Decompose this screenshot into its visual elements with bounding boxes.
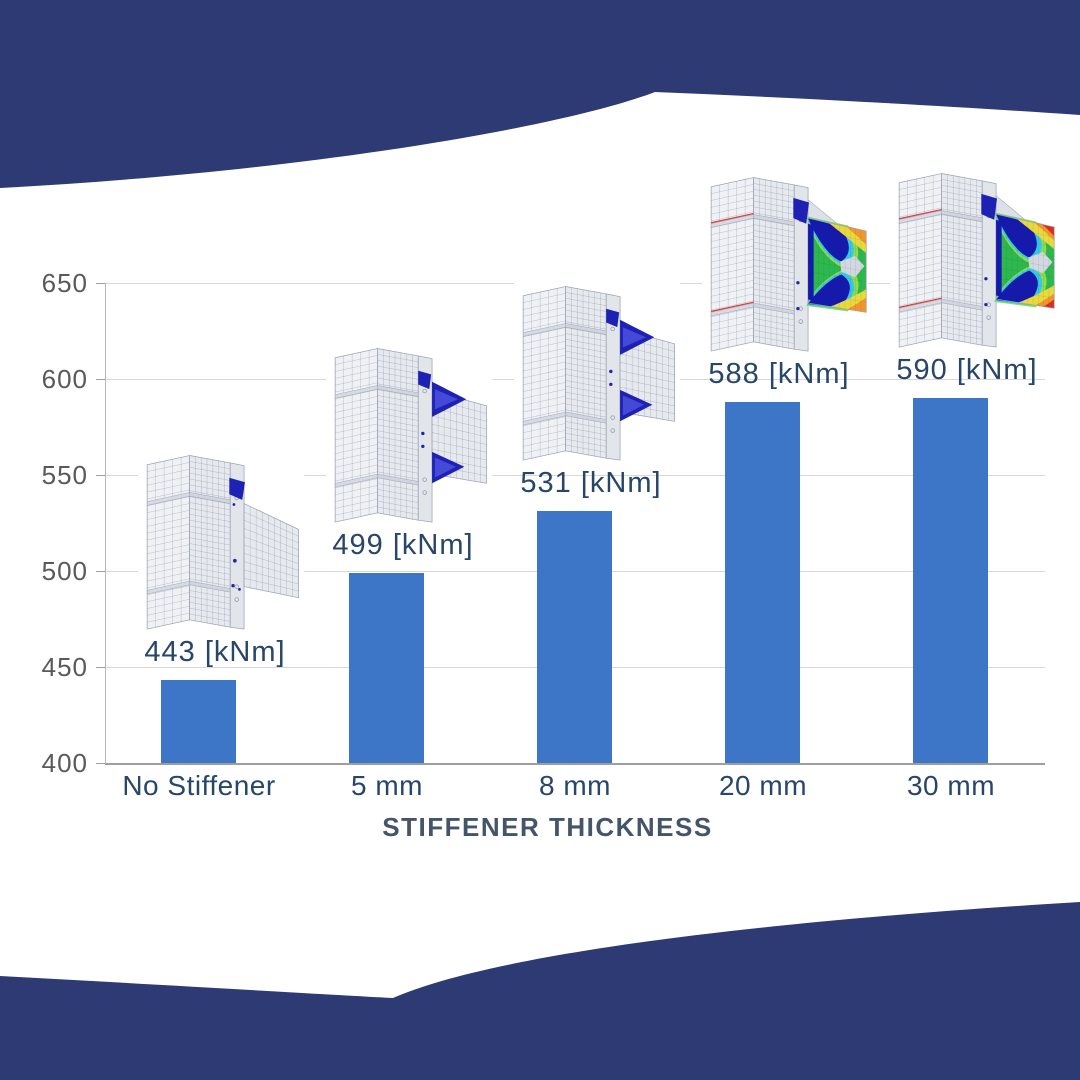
fea-5mm-stiffener-mesh [321,342,497,523]
fea-no-stiffener-mesh-graphic [137,450,305,631]
x-axis-category-label: 8 mm [539,770,611,801]
x-axis-category-label: 20 mm [718,770,808,801]
y-axis-tick [96,379,105,380]
bar-5-mm [349,572,424,763]
y-axis-tick-label: 400 [41,748,88,778]
fea-30mm-stress-contour-graphic [889,168,1057,349]
x-axis-line [105,763,1045,765]
value-label: 588 [kNm] [708,358,850,391]
value-label: 590 [kNm] [896,354,1038,387]
bar-no-stiffener [161,680,236,763]
y-axis-tick [96,571,105,572]
y-axis-tick-label: 500 [41,556,88,586]
y-axis-tick [96,667,105,668]
fea-20mm-stress-contour [690,172,880,353]
y-axis-tick-label: 450 [41,652,88,682]
fea-20mm-stress-contour-graphic [701,172,869,353]
value-label: 531 [kNm] [520,467,662,500]
y-axis-tick-label: 600 [41,364,88,394]
top-banner-path [0,0,1080,188]
y-axis-tick [96,475,105,476]
x-axis-title: STIFFENER THICKNESS [382,812,713,842]
y-axis-tick [96,763,105,764]
value-label: 499 [kNm] [332,528,474,561]
fea-8mm-stiffener-mesh [509,281,685,462]
bottom-banner-path [0,902,1080,1080]
gridline [105,475,1045,476]
x-axis-category-label: 5 mm [351,770,423,801]
fea-30mm-stress-contour [878,168,1068,349]
fea-no-stiffener-mesh [133,450,309,631]
y-axis-tick-label: 650 [41,268,88,298]
bar-8-mm [537,511,612,763]
x-axis-category-label: 30 mm [906,770,996,801]
y-axis-line [105,283,106,764]
y-axis-tick [96,283,105,284]
y-axis-tick-label: 550 [41,460,88,490]
fea-5mm-stiffener-mesh-graphic [325,342,493,523]
fea-8mm-stiffener-mesh-graphic [513,281,681,462]
x-axis-category-label: No Stiffener [122,770,276,801]
bar-30-mm [913,398,988,763]
bar-20-mm [725,402,800,763]
value-label: 443 [kNm] [144,636,286,669]
